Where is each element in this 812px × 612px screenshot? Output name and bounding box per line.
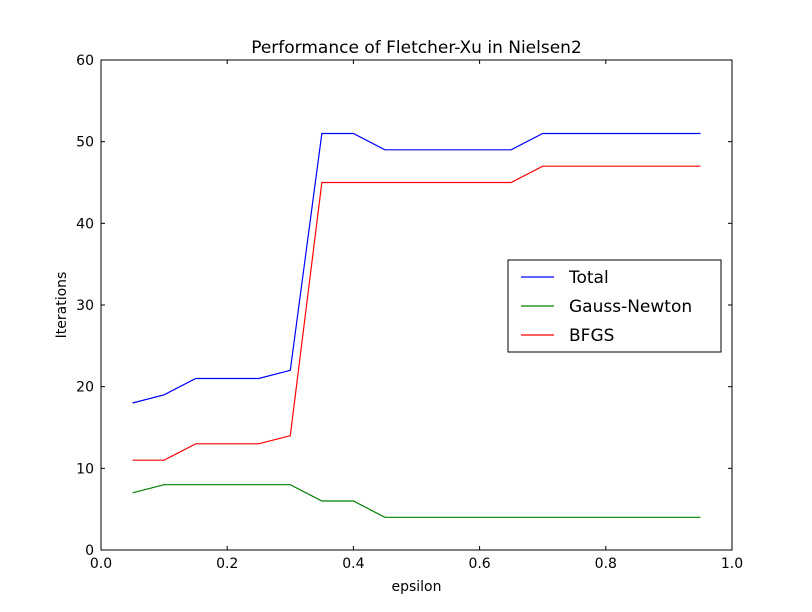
x-tick-label: 0.2 bbox=[216, 556, 238, 572]
series-line-gauss-newton bbox=[132, 484, 701, 518]
x-tick-label: 0.0 bbox=[90, 556, 112, 572]
x-tick-label: 0.4 bbox=[342, 556, 364, 572]
plot-area: 0.0 0.2 0.4 0.6 0.8 1.0 0 10 20 30 40 50 60 bbox=[76, 53, 743, 572]
series-line-total bbox=[132, 132, 701, 404]
x-tick-label: 1.0 bbox=[721, 556, 743, 572]
legend-label-total: Total bbox=[568, 268, 609, 288]
x-tick-label: 0.6 bbox=[468, 556, 490, 572]
y-axis-label: Iterations bbox=[54, 272, 70, 339]
x-tick-label: 0.8 bbox=[595, 556, 617, 572]
y-tick-label: 0 bbox=[85, 543, 94, 559]
y-tick-label: 30 bbox=[76, 298, 94, 314]
legend-label-gauss-newton: Gauss-Newton bbox=[569, 297, 692, 317]
y-tick-label: 50 bbox=[76, 135, 94, 151]
y-tick-label: 20 bbox=[76, 380, 94, 396]
y-tick-label: 40 bbox=[76, 216, 94, 232]
legend-label-bfgs: BFGS bbox=[569, 326, 614, 346]
legend: Total Gauss-Newton BFGS bbox=[507, 259, 722, 353]
series-line-bfgs bbox=[132, 165, 701, 461]
series-layer bbox=[132, 132, 701, 518]
x-axis-label: epsilon bbox=[391, 579, 441, 595]
chart-title: Performance of Fletcher-Xu in Nielsen2 bbox=[251, 38, 582, 58]
legend-items: Total Gauss-Newton BFGS bbox=[521, 268, 692, 346]
tick-layer: 0.0 0.2 0.4 0.6 0.8 1.0 0 10 20 30 40 50 60 bbox=[76, 53, 743, 572]
y-tick-label: 10 bbox=[76, 461, 94, 477]
y-tick-label: 60 bbox=[76, 53, 94, 69]
